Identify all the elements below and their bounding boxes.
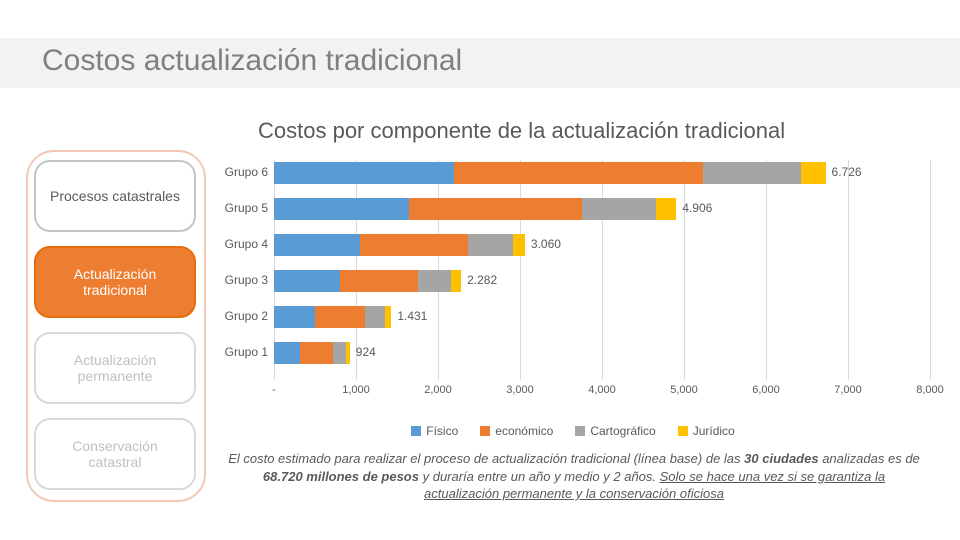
bar-segment: [274, 306, 315, 328]
bar-row: Grupo 21.431: [274, 306, 930, 328]
sidebar-item-label: Conservación catastral: [44, 438, 186, 470]
bar-segment: [274, 234, 360, 256]
bar-row: Grupo 66.726: [274, 162, 930, 184]
legend-swatch: [575, 426, 585, 436]
sidebar-item-label: Actualización tradicional: [44, 266, 186, 298]
bar-row: Grupo 1924: [274, 342, 930, 364]
legend: Físico económico Cartográfico Jurídico: [210, 424, 936, 438]
caption: El costo estimado para realizar el proce…: [224, 450, 924, 503]
legend-item: Físico: [411, 424, 458, 438]
x-axis-label: 6,000: [752, 384, 780, 396]
bar-row: Grupo 54.906: [274, 198, 930, 220]
x-axis-label: 7,000: [834, 384, 862, 396]
gridline: [930, 160, 931, 380]
caption-text: y duraría entre un año y medio y 2 años.: [419, 469, 660, 484]
category-label: Grupo 2: [212, 309, 268, 323]
sidebar: Procesos catastrales Actualización tradi…: [34, 160, 196, 490]
bar-total-label: 1.431: [397, 309, 427, 323]
bar-row: Grupo 43.060: [274, 234, 930, 256]
caption-text: El costo estimado para realizar el proce…: [228, 451, 744, 466]
bar-segment: [315, 306, 365, 328]
bar-row: Grupo 32.282: [274, 270, 930, 292]
category-label: Grupo 1: [212, 345, 268, 359]
bar-segment: [274, 198, 409, 220]
sidebar-item-act-perm[interactable]: Actualización permanente: [34, 332, 196, 404]
bar-total-label: 3.060: [531, 237, 561, 251]
bar-segment: [365, 306, 385, 328]
bar-segment: [360, 234, 467, 256]
legend-swatch: [411, 426, 421, 436]
bar-total-label: 924: [356, 345, 376, 359]
x-axis-label: 5,000: [670, 384, 698, 396]
bar-segment: [582, 198, 656, 220]
category-label: Grupo 5: [212, 201, 268, 215]
chart-area: -1,0002,0003,0004,0005,0006,0007,0008,00…: [210, 160, 936, 420]
category-label: Grupo 4: [212, 237, 268, 251]
x-axis-label: 2,000: [424, 384, 452, 396]
bar-segment: [454, 162, 702, 184]
sidebar-item-procesos[interactable]: Procesos catastrales: [34, 160, 196, 232]
bar-segment: [656, 198, 677, 220]
sidebar-item-conservacion[interactable]: Conservación catastral: [34, 418, 196, 490]
bar-segment: [274, 342, 300, 364]
bar-segment: [274, 270, 340, 292]
legend-label: Físico: [426, 424, 458, 438]
category-label: Grupo 3: [212, 273, 268, 287]
x-axis-label: 4,000: [588, 384, 616, 396]
plot-area: -1,0002,0003,0004,0005,0006,0007,0008,00…: [274, 160, 930, 380]
bar-segment: [451, 270, 461, 292]
bar-segment: [409, 198, 582, 220]
bar-segment: [340, 270, 419, 292]
x-axis-label: 3,000: [506, 384, 534, 396]
legend-item: Cartográfico: [575, 424, 655, 438]
legend-item: económico: [480, 424, 553, 438]
bar-segment: [468, 234, 513, 256]
legend-item: Jurídico: [678, 424, 735, 438]
x-axis-label: 8,000: [916, 384, 944, 396]
category-label: Grupo 6: [212, 165, 268, 179]
bar-total-label: 2.282: [467, 273, 497, 287]
sidebar-item-label: Procesos catastrales: [50, 188, 180, 204]
bar-segment: [418, 270, 451, 292]
bar-segment: [274, 162, 454, 184]
legend-label: económico: [495, 424, 553, 438]
sidebar-item-act-trad[interactable]: Actualización tradicional: [34, 246, 196, 318]
chart-title: Costos por componente de la actualizació…: [258, 118, 785, 144]
legend-label: Jurídico: [693, 424, 735, 438]
legend-label: Cartográfico: [590, 424, 655, 438]
bar-segment: [346, 342, 350, 364]
bar-segment: [385, 306, 392, 328]
bar-segment: [300, 342, 332, 364]
bar-segment: [703, 162, 801, 184]
bar-segment: [801, 162, 826, 184]
x-axis-label: -: [272, 384, 276, 396]
bar-segment: [333, 342, 346, 364]
caption-bold-2: 68.720 millones de pesos: [263, 469, 419, 484]
bar-total-label: 4.906: [682, 201, 712, 215]
x-axis-label: 1,000: [342, 384, 370, 396]
legend-swatch: [678, 426, 688, 436]
caption-bold-1: 30 ciudades: [744, 451, 818, 466]
legend-swatch: [480, 426, 490, 436]
sidebar-item-label: Actualización permanente: [44, 352, 186, 384]
bar-segment: [513, 234, 525, 256]
bar-total-label: 6.726: [832, 165, 862, 179]
caption-text: analizadas es de: [819, 451, 920, 466]
page-title: Costos actualización tradicional: [42, 44, 462, 78]
